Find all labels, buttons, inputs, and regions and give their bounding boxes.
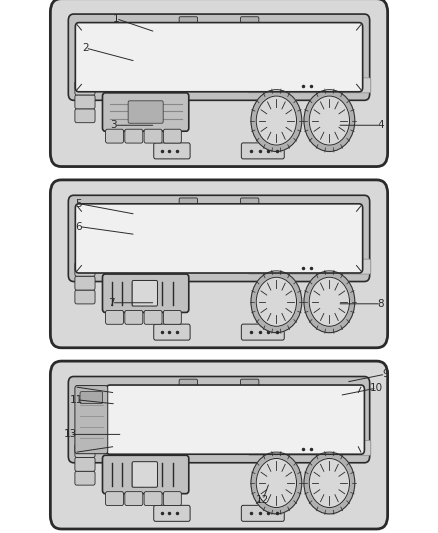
FancyBboxPatch shape bbox=[75, 204, 363, 273]
FancyBboxPatch shape bbox=[248, 78, 371, 93]
Circle shape bbox=[256, 277, 297, 326]
FancyBboxPatch shape bbox=[50, 0, 388, 167]
Text: 12: 12 bbox=[256, 495, 269, 505]
FancyBboxPatch shape bbox=[179, 198, 198, 208]
FancyBboxPatch shape bbox=[179, 379, 198, 390]
Text: 11: 11 bbox=[70, 395, 83, 405]
Circle shape bbox=[256, 458, 297, 507]
FancyBboxPatch shape bbox=[240, 198, 259, 208]
Text: 8: 8 bbox=[378, 299, 385, 309]
Circle shape bbox=[304, 452, 355, 514]
FancyBboxPatch shape bbox=[102, 455, 189, 494]
FancyBboxPatch shape bbox=[163, 491, 181, 505]
Text: 9: 9 bbox=[382, 369, 389, 379]
FancyBboxPatch shape bbox=[128, 101, 163, 123]
FancyBboxPatch shape bbox=[75, 276, 95, 290]
FancyBboxPatch shape bbox=[144, 491, 162, 505]
Text: 6: 6 bbox=[75, 222, 82, 231]
FancyBboxPatch shape bbox=[125, 129, 143, 143]
Text: 13: 13 bbox=[64, 430, 77, 439]
FancyBboxPatch shape bbox=[80, 392, 102, 403]
FancyBboxPatch shape bbox=[125, 491, 143, 505]
FancyBboxPatch shape bbox=[102, 93, 189, 131]
FancyBboxPatch shape bbox=[144, 310, 162, 324]
Circle shape bbox=[251, 90, 302, 151]
FancyBboxPatch shape bbox=[75, 109, 95, 123]
FancyBboxPatch shape bbox=[68, 195, 370, 281]
FancyBboxPatch shape bbox=[75, 95, 95, 109]
Circle shape bbox=[304, 271, 355, 333]
FancyBboxPatch shape bbox=[106, 491, 124, 505]
FancyBboxPatch shape bbox=[102, 274, 189, 312]
Text: 4: 4 bbox=[378, 120, 385, 130]
Text: 10: 10 bbox=[370, 383, 383, 393]
FancyBboxPatch shape bbox=[154, 143, 190, 159]
Text: 2: 2 bbox=[82, 43, 89, 53]
FancyBboxPatch shape bbox=[125, 310, 143, 324]
Text: 1: 1 bbox=[113, 14, 120, 23]
FancyBboxPatch shape bbox=[50, 361, 388, 529]
FancyBboxPatch shape bbox=[154, 505, 190, 521]
FancyBboxPatch shape bbox=[106, 385, 364, 454]
FancyBboxPatch shape bbox=[50, 180, 388, 348]
FancyBboxPatch shape bbox=[68, 376, 370, 463]
FancyBboxPatch shape bbox=[132, 280, 158, 306]
Text: 7: 7 bbox=[108, 298, 115, 308]
FancyBboxPatch shape bbox=[241, 143, 284, 159]
Circle shape bbox=[309, 96, 350, 145]
FancyBboxPatch shape bbox=[132, 462, 158, 487]
FancyBboxPatch shape bbox=[248, 440, 371, 455]
FancyBboxPatch shape bbox=[75, 443, 95, 457]
Circle shape bbox=[309, 458, 350, 507]
FancyBboxPatch shape bbox=[75, 471, 95, 485]
FancyBboxPatch shape bbox=[154, 324, 190, 340]
FancyBboxPatch shape bbox=[240, 17, 259, 27]
Text: 5: 5 bbox=[75, 199, 82, 208]
FancyBboxPatch shape bbox=[75, 290, 95, 304]
FancyBboxPatch shape bbox=[106, 129, 124, 143]
FancyBboxPatch shape bbox=[75, 262, 95, 276]
FancyBboxPatch shape bbox=[240, 379, 259, 390]
FancyBboxPatch shape bbox=[68, 14, 370, 100]
FancyBboxPatch shape bbox=[75, 22, 363, 92]
Circle shape bbox=[251, 271, 302, 333]
FancyBboxPatch shape bbox=[106, 310, 124, 324]
FancyBboxPatch shape bbox=[75, 457, 95, 471]
FancyBboxPatch shape bbox=[144, 129, 162, 143]
Circle shape bbox=[256, 96, 297, 145]
Circle shape bbox=[304, 90, 355, 151]
FancyBboxPatch shape bbox=[163, 129, 181, 143]
FancyBboxPatch shape bbox=[163, 310, 181, 324]
FancyBboxPatch shape bbox=[248, 259, 371, 274]
Circle shape bbox=[251, 452, 302, 514]
FancyBboxPatch shape bbox=[241, 324, 284, 340]
FancyBboxPatch shape bbox=[75, 81, 95, 95]
FancyBboxPatch shape bbox=[75, 385, 108, 454]
FancyBboxPatch shape bbox=[179, 17, 198, 27]
FancyBboxPatch shape bbox=[241, 505, 284, 521]
Circle shape bbox=[309, 277, 350, 326]
Text: 3: 3 bbox=[110, 120, 117, 130]
